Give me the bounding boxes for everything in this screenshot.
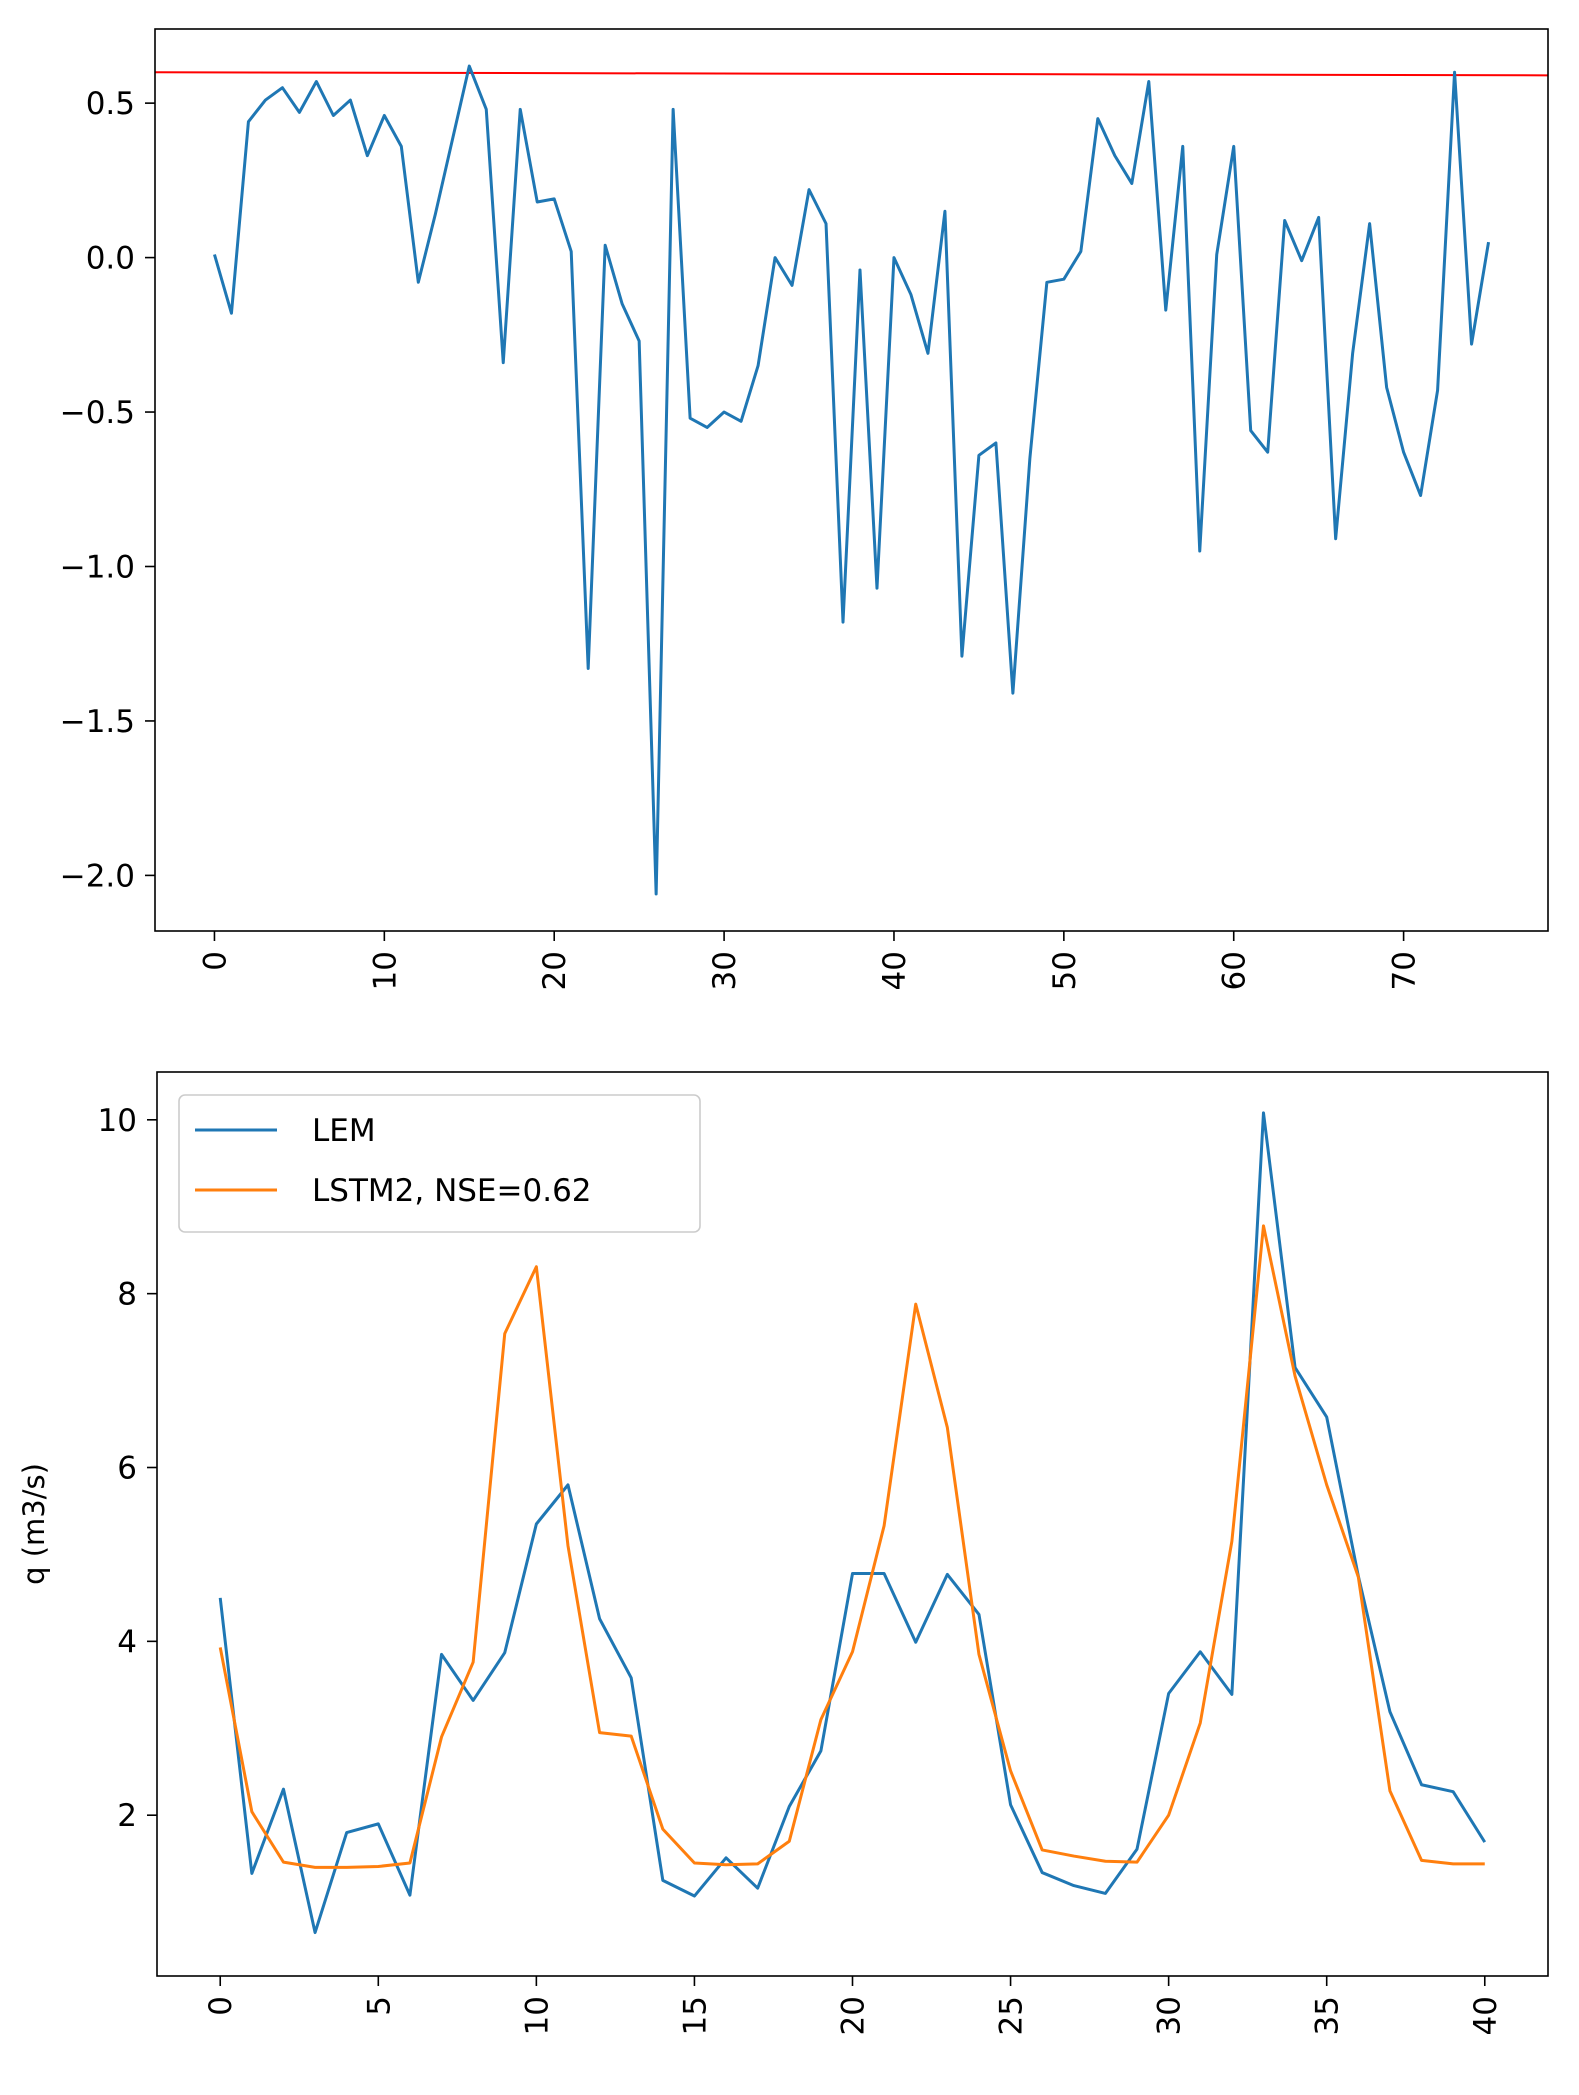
bottom-x-tick-label: 5 xyxy=(361,1996,397,2016)
top-x-tick-label: 0 xyxy=(197,951,233,971)
top-subplot: 0.5 0.0 −0.5 −1.0 −1.5 −2.0 0 10 20 30 40 50 60 70 xyxy=(60,28,1549,990)
legend: LEM LSTM2, NSE=0.62 xyxy=(178,1094,701,1233)
bottom-x-ticks: 0 5 10 15 20 25 30 35 40 xyxy=(203,1976,1504,2035)
top-x-tick-label: 40 xyxy=(877,951,913,990)
bottom-y-tick-label: 6 xyxy=(117,1451,137,1487)
bottom-x-tick-label: 15 xyxy=(677,1996,713,2035)
top-y-tick-label: −0.5 xyxy=(60,395,135,431)
bottom-series-line-lem xyxy=(218,1111,1487,1935)
top-y-ticks: 0.5 0.0 −0.5 −1.0 −1.5 −2.0 xyxy=(60,86,155,894)
top-axes-frame xyxy=(154,28,1549,932)
bottom-x-tick-label: 10 xyxy=(519,1996,555,2035)
bottom-x-tick-label: 20 xyxy=(836,1996,872,2035)
bottom-y-axis-label: q (m3/s) xyxy=(17,1463,51,1585)
top-y-tick-label: −2.0 xyxy=(60,858,135,894)
bottom-y-tick-label: 10 xyxy=(98,1103,137,1139)
top-reference-line xyxy=(154,71,1549,77)
bottom-x-tick-label: 25 xyxy=(994,1996,1030,2035)
top-y-tick-label: 0.5 xyxy=(86,86,135,122)
top-x-ticks: 0 10 20 30 40 50 60 70 xyxy=(197,931,1423,990)
top-plot-area xyxy=(154,64,1549,896)
top-x-tick-label: 20 xyxy=(537,951,573,990)
bottom-subplot: 2 4 6 8 10 0 5 10 15 20 25 30 35 40 q (m3/s) LEM LST… xyxy=(17,1071,1549,2035)
bottom-series-line-lstm2 xyxy=(218,1224,1485,1869)
bottom-x-tick-label: 0 xyxy=(203,1996,239,2016)
top-x-tick-label: 70 xyxy=(1387,951,1423,990)
bottom-plot-area xyxy=(218,1111,1487,1935)
bottom-y-tick-label: 2 xyxy=(117,1798,137,1834)
top-x-tick-label: 50 xyxy=(1047,951,1083,990)
bottom-y-tick-label: 8 xyxy=(117,1277,137,1313)
top-x-tick-label: 60 xyxy=(1217,951,1253,990)
top-x-tick-label: 30 xyxy=(707,951,743,990)
legend-label-lem: LEM xyxy=(312,1113,376,1149)
top-y-tick-label: 0.0 xyxy=(86,241,135,277)
top-y-tick-label: −1.0 xyxy=(60,549,135,585)
bottom-x-tick-label: 40 xyxy=(1468,1996,1504,2035)
bottom-x-tick-label: 30 xyxy=(1152,1996,1188,2035)
legend-label-lstm2: LSTM2, NSE=0.62 xyxy=(312,1173,592,1209)
bottom-y-ticks: 2 4 6 8 10 xyxy=(98,1103,157,1834)
bottom-y-tick-label: 4 xyxy=(117,1624,137,1660)
legend-box xyxy=(178,1094,701,1233)
bottom-x-tick-label: 35 xyxy=(1310,1996,1346,2035)
top-y-tick-label: −1.5 xyxy=(60,704,135,740)
top-x-tick-label: 10 xyxy=(367,951,403,990)
top-series-line-series-0 xyxy=(213,64,1491,896)
